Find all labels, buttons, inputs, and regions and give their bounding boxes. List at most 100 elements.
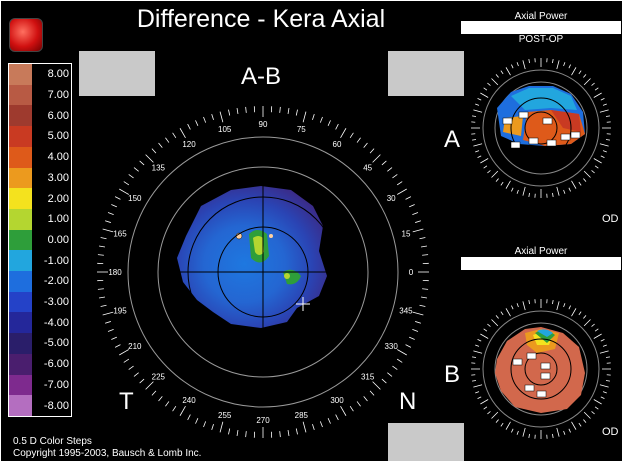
angle-label: 255 [218, 411, 232, 420]
scale-value-label: -8.00 [32, 400, 71, 412]
angle-tick [303, 422, 306, 433]
app-logo [9, 18, 43, 52]
angle-tick [204, 117, 206, 123]
scale-swatch [9, 126, 32, 147]
panel-a-map [467, 46, 615, 206]
panel-a-eye-label: OD [602, 213, 619, 225]
angle-tick [420, 305, 426, 306]
angle-label: 105 [218, 125, 232, 134]
angle-tick [569, 65, 571, 69]
angle-tick [501, 312, 503, 315]
angle-label: 315 [361, 373, 375, 382]
angle-tick [312, 424, 314, 430]
angle-tick [529, 434, 530, 438]
angle-tick [387, 373, 392, 377]
angle-tick [220, 112, 223, 123]
scale-swatch [9, 147, 32, 168]
footer: 0.5 D Color Steps Copyright 1995-2003, B… [13, 436, 201, 460]
angle-tick [506, 181, 511, 189]
panel-b-map [467, 283, 615, 453]
scale-swatch [9, 375, 32, 396]
angle-tick [584, 412, 590, 418]
angle-tick [357, 401, 361, 406]
panel-b-header: Axial Power [461, 246, 621, 257]
scale-value-label: 7.00 [32, 89, 71, 101]
angle-tick [406, 345, 411, 348]
angle-label: 300 [330, 396, 344, 405]
angle-tick [165, 138, 169, 143]
angle-tick [584, 320, 590, 326]
angle-tick [592, 83, 595, 86]
angle-tick [364, 143, 368, 148]
scale-step: -3.00 [9, 292, 71, 313]
angle-tick [480, 93, 488, 98]
angle-tick [188, 124, 191, 129]
angle-tick [506, 67, 511, 75]
angle-tick [572, 308, 577, 316]
scale-swatch [9, 188, 32, 209]
angle-label: 120 [182, 140, 196, 149]
angle-tick [603, 392, 607, 393]
angle-tick [373, 382, 381, 390]
meridian-label: A-B [241, 63, 281, 91]
scale-value-label: 0.00 [32, 234, 71, 246]
marker-right [269, 234, 273, 238]
angle-tick [475, 345, 479, 346]
angle-tick [592, 324, 595, 327]
angle-tick [579, 423, 581, 426]
copyright-note: Copyright 1995-2003, Bausch & Lomb Inc. [13, 448, 201, 460]
angle-tick [579, 182, 581, 185]
angle-tick [557, 428, 559, 437]
angle-tick [603, 345, 607, 346]
angle-tick [557, 301, 559, 310]
scale-value-label: 8.00 [32, 68, 71, 80]
angle-tick [328, 418, 330, 423]
angle-tick [165, 401, 169, 406]
angle-label: 0 [409, 268, 414, 277]
angle-tick [569, 188, 571, 192]
angle-tick [511, 65, 513, 69]
angle-tick [212, 424, 214, 430]
angle-tick [421, 246, 427, 247]
angle-tick [592, 170, 595, 173]
angle-tick [572, 181, 577, 189]
angle-tick [357, 138, 361, 143]
angle-tick [320, 421, 322, 427]
angle-tick [220, 422, 223, 433]
angle-tick [382, 161, 386, 165]
angle-tick [159, 396, 163, 401]
angle-tick [606, 139, 610, 140]
angle-tick [159, 143, 163, 148]
angle-tick [341, 128, 347, 138]
angle-tick [603, 104, 607, 105]
angle-tick [134, 373, 139, 377]
panel-b-header-bar [461, 257, 621, 270]
angle-tick [506, 308, 511, 316]
angle-tick [487, 411, 490, 414]
scale-swatch [9, 312, 32, 333]
angle-tick [336, 415, 339, 420]
angle-tick [111, 204, 116, 206]
angle-tick [600, 144, 609, 146]
angle-tick [105, 221, 111, 223]
angle-tick [594, 93, 602, 98]
angle-tick [480, 159, 488, 164]
angle-tick [103, 312, 114, 315]
scale-swatch [9, 292, 32, 313]
angle-label: 60 [333, 140, 342, 149]
scale-value-label: 5.00 [32, 130, 71, 142]
angle-tick [523, 428, 525, 437]
angle-tick [98, 255, 104, 256]
angle-tick [195, 120, 197, 125]
angle-tick [569, 306, 571, 310]
angle-tick [472, 139, 476, 140]
angle-tick [529, 300, 530, 304]
angle-tick [478, 339, 482, 341]
angle-tick [350, 406, 353, 411]
angle-tick [387, 168, 392, 172]
angle-tick [98, 289, 104, 290]
angle-tick [564, 303, 565, 307]
angle-tick [606, 357, 610, 358]
angle-tick [523, 60, 525, 69]
angle-tick [413, 312, 424, 315]
